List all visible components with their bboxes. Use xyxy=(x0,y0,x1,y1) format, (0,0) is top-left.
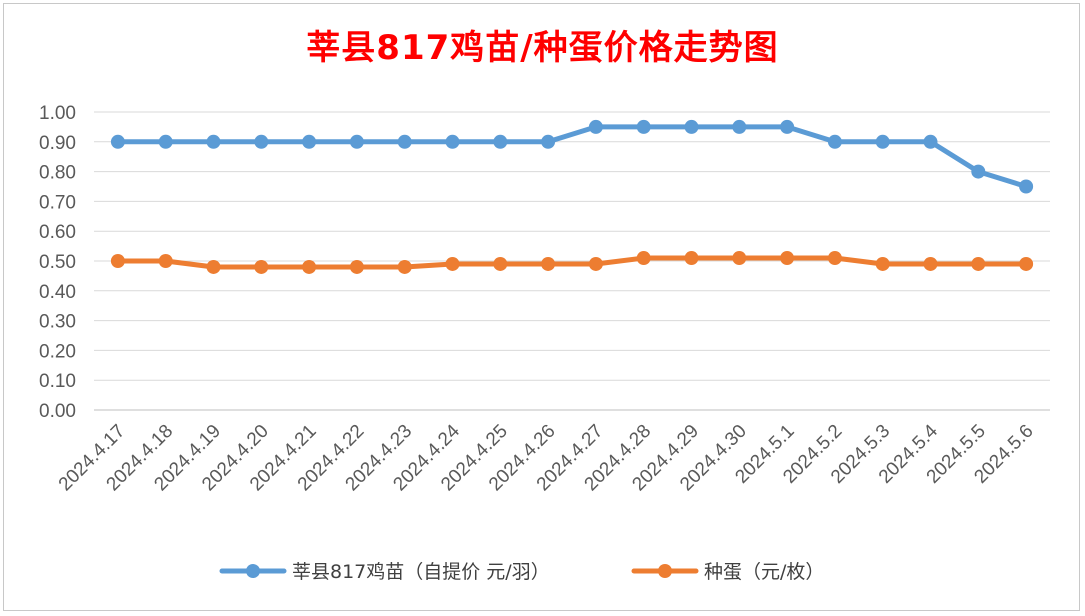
data-point xyxy=(254,134,269,149)
y-tick-label: 0.50 xyxy=(39,252,76,273)
data-point xyxy=(158,134,173,149)
data-point xyxy=(1019,256,1034,271)
data-point xyxy=(445,256,460,271)
data-point xyxy=(827,134,842,149)
data-point xyxy=(684,251,699,266)
data-point xyxy=(780,119,795,134)
data-point xyxy=(206,259,221,274)
data-point xyxy=(541,134,556,149)
y-tick-label: 0.60 xyxy=(39,222,76,243)
data-point xyxy=(445,134,460,149)
data-point xyxy=(493,256,508,271)
data-point xyxy=(636,119,651,134)
chart-frame xyxy=(3,3,1080,611)
y-tick-label: 0.00 xyxy=(39,401,76,422)
y-tick-label: 0.80 xyxy=(39,163,76,184)
data-point xyxy=(923,256,938,271)
data-point xyxy=(875,134,890,149)
data-point xyxy=(1019,179,1034,194)
series-line-1 xyxy=(115,124,1029,189)
data-point xyxy=(588,119,603,134)
data-point xyxy=(302,134,317,149)
data-point xyxy=(493,134,508,149)
data-point xyxy=(827,251,842,266)
data-point xyxy=(254,259,269,274)
data-point xyxy=(971,164,986,179)
series-line-2 xyxy=(115,255,1029,270)
data-point xyxy=(397,134,412,149)
data-point xyxy=(780,251,795,266)
legend-label: 种蛋（元/枚） xyxy=(704,561,824,583)
data-point xyxy=(732,251,747,266)
data-point xyxy=(541,256,556,271)
chart-title: 莘县817鸡苗/种蛋价格走势图 xyxy=(306,28,779,68)
data-point xyxy=(349,134,364,149)
data-point xyxy=(732,119,747,134)
y-tick-label: 0.40 xyxy=(39,282,76,303)
data-point xyxy=(588,256,603,271)
y-tick-label: 1.00 xyxy=(39,103,76,124)
y-tick-label: 0.10 xyxy=(39,371,76,392)
data-point xyxy=(971,256,986,271)
y-tick-label: 0.30 xyxy=(39,312,76,333)
data-point xyxy=(158,254,173,268)
y-tick-label: 0.90 xyxy=(39,133,76,154)
data-point xyxy=(636,251,651,266)
legend-label: 莘县817鸡苗（自提价 元/羽） xyxy=(292,561,550,583)
y-tick-label: 0.20 xyxy=(39,341,76,362)
data-point xyxy=(349,259,364,274)
data-point xyxy=(875,256,890,271)
data-point xyxy=(302,259,317,274)
y-tick-label: 0.70 xyxy=(39,192,76,213)
data-point xyxy=(684,119,699,134)
data-point xyxy=(110,254,125,268)
legend-marker xyxy=(246,564,260,578)
data-point xyxy=(923,134,938,149)
data-point xyxy=(110,134,125,149)
legend-marker xyxy=(658,564,672,578)
data-point xyxy=(397,259,412,274)
data-point xyxy=(206,134,221,149)
